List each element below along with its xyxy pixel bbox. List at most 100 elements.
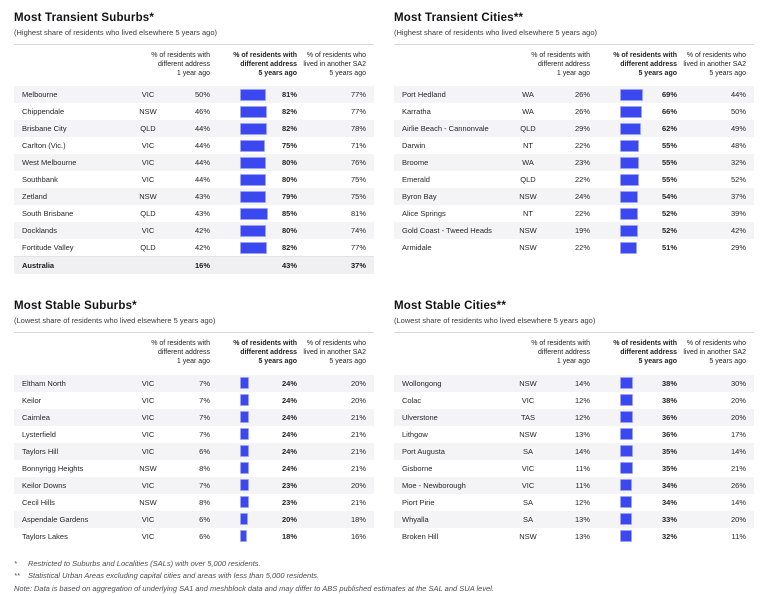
row-pct-1yr: 26% bbox=[574, 90, 590, 100]
row-pct-1yr: 11% bbox=[575, 463, 590, 473]
row-bar-cell bbox=[590, 496, 650, 508]
row-pct-1yr: 44% bbox=[194, 141, 210, 151]
row-pct-1yr: 11% bbox=[575, 480, 590, 490]
column-header-sa2: % of residents who lived in another SA2 … bbox=[683, 52, 746, 77]
row-pct-1yr: 44% bbox=[194, 158, 210, 168]
row-name: Karratha bbox=[402, 107, 431, 117]
row-name: Port Hedland bbox=[402, 90, 446, 100]
row-pct-5yr: 23% bbox=[281, 480, 297, 490]
row-pct-1yr: 44% bbox=[194, 124, 210, 134]
pct-5yr-bar bbox=[240, 190, 266, 203]
row-pct-sa2: 49% bbox=[730, 124, 746, 134]
pct-5yr-bar bbox=[240, 445, 250, 457]
row-pct-5yr: 23% bbox=[281, 497, 297, 507]
row-pct-sa2: 78% bbox=[350, 124, 366, 134]
row-bar-cell bbox=[590, 88, 650, 101]
row-pct-5yr: 62% bbox=[661, 124, 677, 134]
row-bar-cell bbox=[210, 513, 270, 525]
pct-5yr-bar bbox=[240, 207, 268, 220]
row-pct-sa2: 21% bbox=[350, 463, 366, 473]
row-name: West Melbourne bbox=[22, 158, 77, 168]
row-name: Aspendale Gardens bbox=[22, 514, 89, 524]
row-pct-1yr: 13% bbox=[574, 531, 590, 541]
pct-5yr-bar bbox=[620, 156, 639, 169]
row-pct-1yr: 43% bbox=[194, 192, 210, 202]
row-name: Armidale bbox=[402, 243, 432, 253]
row-state: NSW bbox=[519, 531, 537, 541]
pct-5yr-bar bbox=[620, 496, 633, 508]
row-pct-sa2: 39% bbox=[730, 209, 746, 219]
table-subtitle: (Highest share of residents who lived el… bbox=[394, 28, 598, 37]
row-pct-5yr: 24% bbox=[281, 446, 297, 456]
row-name: Gisborne bbox=[402, 463, 433, 473]
row-pct-sa2: 76% bbox=[350, 158, 366, 168]
row-bar-cell bbox=[590, 139, 650, 152]
row-pct-5yr: 55% bbox=[661, 158, 677, 168]
row-pct-1yr: 46% bbox=[194, 107, 210, 117]
row-bar-cell bbox=[590, 241, 650, 254]
row-pct-5yr: 55% bbox=[661, 141, 677, 151]
row-state: VIC bbox=[141, 395, 155, 405]
row-pct-5yr: 85% bbox=[281, 209, 297, 219]
table-row: Fortitude Valley QLD 42% 82% 77% bbox=[14, 239, 374, 256]
row-pct-1yr: 6% bbox=[199, 531, 210, 541]
row-pct-1yr: 43% bbox=[194, 209, 210, 219]
row-bar-cell bbox=[590, 122, 650, 135]
pct-5yr-bar bbox=[240, 88, 267, 101]
row-name: Broken Hill bbox=[402, 531, 439, 541]
table-row: South Brisbane QLD 43% 85% 81% bbox=[14, 205, 374, 222]
pct-5yr-bar bbox=[240, 496, 249, 508]
row-pct-1yr: 6% bbox=[199, 446, 210, 456]
pct-5yr-bar bbox=[620, 411, 633, 423]
row-pct-1yr: 6% bbox=[199, 514, 210, 524]
row-bar-cell bbox=[590, 411, 650, 423]
row-bar-cell bbox=[210, 224, 270, 237]
row-pct-5yr: 36% bbox=[661, 429, 677, 439]
row-pct-1yr: 22% bbox=[574, 243, 590, 253]
row-state: SA bbox=[522, 497, 533, 507]
row-pct-1yr: 7% bbox=[199, 412, 210, 422]
row-pct-5yr: 18% bbox=[281, 531, 297, 541]
table-title: Most Transient Cities** bbox=[394, 12, 524, 24]
row-name: Piort Pirie bbox=[402, 497, 435, 507]
row-state: VIC bbox=[141, 412, 155, 422]
row-name: Moe - Newborough bbox=[402, 480, 466, 490]
pct-5yr-bar bbox=[240, 394, 250, 406]
row-name: Bonnyrigg Heights bbox=[22, 463, 84, 473]
pct-5yr-bar bbox=[240, 479, 249, 491]
divider bbox=[394, 44, 754, 45]
row-bar-cell bbox=[210, 105, 270, 118]
footnote-text: Restricted to Suburbs and Localities (SA… bbox=[28, 558, 261, 568]
column-header-5yr: % of residents with different address 5 … bbox=[613, 52, 677, 77]
pct-5yr-bar bbox=[620, 122, 641, 135]
table-row: Bonnyrigg Heights NSW 8% 24% 21% bbox=[14, 460, 374, 477]
row-bar-cell bbox=[590, 207, 650, 220]
row-pct-sa2: 81% bbox=[350, 209, 366, 219]
footnote-text: Note: Data is based on aggregation of un… bbox=[14, 584, 495, 593]
table-row: Broome WA 23% 55% 32% bbox=[394, 154, 754, 172]
table-row: Lysterfield VIC 7% 24% 21% bbox=[14, 426, 374, 443]
column-header-1yr: % of residents with different address 1 … bbox=[151, 52, 210, 77]
pct-5yr-bar bbox=[240, 428, 250, 440]
row-pct-5yr: 24% bbox=[281, 429, 297, 439]
row-pct-1yr: 7% bbox=[199, 480, 210, 490]
row-pct-5yr: 80% bbox=[281, 175, 297, 185]
table-row: Gisborne VIC 11% 35% 21% bbox=[394, 460, 754, 477]
row-state: NSW bbox=[519, 192, 537, 202]
table-rows: Melbourne VIC 50% 81% 77% Chippendale NSW 46% 82… bbox=[14, 86, 374, 275]
row-name: Chippendale bbox=[22, 107, 65, 117]
table-row: Aspendale Gardens VIC 6% 20% 18% bbox=[14, 510, 374, 528]
row-bar-cell bbox=[210, 207, 270, 220]
row-name: Whyalla bbox=[402, 514, 429, 524]
row-pct-sa2: 74% bbox=[350, 226, 366, 236]
row-pct-sa2: 20% bbox=[350, 395, 366, 405]
row-name: Ulverstone bbox=[402, 412, 438, 422]
column-header-5yr: % of residents with different address 5 … bbox=[233, 340, 297, 365]
footnote-sua: ** Statistical Urban Areas excluding cap… bbox=[14, 571, 754, 581]
row-pct-5yr: 34% bbox=[661, 497, 677, 507]
pct-5yr-bar bbox=[620, 479, 633, 491]
row-pct-1yr: 13% bbox=[574, 514, 590, 524]
pct-5yr-bar bbox=[620, 530, 632, 542]
row-pct-5yr: 66% bbox=[661, 107, 677, 117]
